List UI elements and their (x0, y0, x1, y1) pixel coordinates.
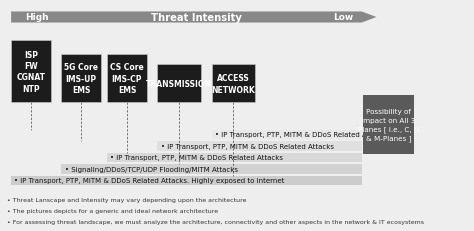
Text: CS Core
IMS-CP
EMS: CS Core IMS-CP EMS (110, 63, 144, 95)
Text: • IP Transport, PTP, MITM & DDoS Related Attacks: • IP Transport, PTP, MITM & DDoS Related… (110, 155, 283, 161)
Text: TRANSMISSION: TRANSMISSION (146, 79, 212, 88)
Text: • Signaling/DDoS/TCP/UDP Flooding/MITM Attacks: • Signaling/DDoS/TCP/UDP Flooding/MITM A… (64, 166, 237, 172)
Bar (211, 130, 362, 140)
Bar (11, 176, 362, 185)
FancyBboxPatch shape (61, 55, 101, 103)
FancyBboxPatch shape (11, 41, 51, 103)
Polygon shape (11, 12, 376, 23)
Text: Threat Intensity: Threat Intensity (152, 13, 242, 23)
Bar (61, 164, 362, 174)
FancyBboxPatch shape (107, 55, 147, 103)
Bar (157, 141, 362, 151)
FancyBboxPatch shape (157, 65, 201, 103)
FancyBboxPatch shape (211, 65, 255, 103)
Text: ISP
FW
CGNAT
NTP: ISP FW CGNAT NTP (17, 50, 46, 94)
Text: • IP Transport, PTP, MITM & DDoS Related Attacks: • IP Transport, PTP, MITM & DDoS Related… (161, 143, 334, 149)
Text: Possibility of
Impact on All 3
Planes [ i.e., C, U
& M-Planes ]: Possibility of Impact on All 3 Planes [ … (358, 109, 419, 142)
Bar (107, 153, 362, 163)
Text: • Threat Lanscape and Intensity may vary depending upon the architecture: • Threat Lanscape and Intensity may vary… (7, 197, 246, 202)
Text: ACCESS
NETWORK: ACCESS NETWORK (211, 74, 255, 94)
Text: • IP Transport, PTP, MITM & DDoS Related Attacks. Highly exposed to internet: • IP Transport, PTP, MITM & DDoS Related… (15, 178, 285, 184)
Text: • The pictures depicts for a generic and ideal network architecture: • The pictures depicts for a generic and… (7, 208, 218, 213)
Text: • IP Transport, PTP, MITM & DDoS Related Attacks: • IP Transport, PTP, MITM & DDoS Related… (215, 132, 388, 138)
Text: Low: Low (333, 13, 353, 22)
Bar (363, 96, 414, 155)
Text: • For assessing threat landscape, we must analyze the architecture, connectivity: • For assessing threat landscape, we mus… (7, 219, 424, 224)
Text: 5G Core
IMS-UP
EMS: 5G Core IMS-UP EMS (64, 63, 98, 95)
Text: High: High (25, 13, 48, 22)
